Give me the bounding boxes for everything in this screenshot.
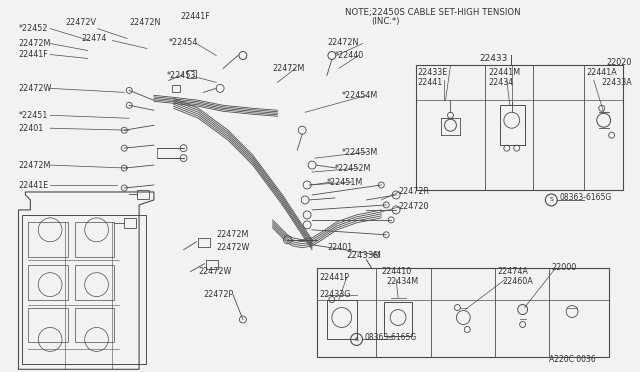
Text: S: S [355,337,358,342]
Text: *22453: *22453 [167,71,196,80]
Text: 22472W: 22472W [19,84,52,93]
Bar [327,299,356,339]
Text: 22472M: 22472M [216,230,248,239]
Text: 22441E: 22441E [19,180,49,189]
Text: 22474A: 22474A [497,267,528,276]
Text: *22451: *22451 [19,111,48,120]
Text: 08363-6165G: 08363-6165G [364,333,417,342]
Text: 22433E: 22433E [418,68,448,77]
Text: *22454M: *22454M [342,91,378,100]
Text: 22472V: 22472V [65,18,96,27]
Text: S: S [549,198,553,202]
Text: *22452M: *22452M [335,164,371,173]
Text: 22472M: 22472M [273,64,305,73]
Text: 22472W: 22472W [198,267,232,276]
Text: 22472R: 22472R [398,187,429,196]
Text: 22441: 22441 [418,78,443,87]
Text: A220C 0036: A220C 0036 [549,355,596,364]
Text: 22472N: 22472N [327,38,358,47]
Text: 22433M: 22433M [347,251,381,260]
Bar [22,215,146,364]
Text: 22460A: 22460A [503,277,534,286]
Bar [317,268,609,357]
Text: 22433G: 22433G [319,290,351,299]
Text: *22452: *22452 [19,24,48,33]
Bar [384,302,412,336]
Text: 22472M: 22472M [19,39,51,48]
Text: *22451M: *22451M [327,177,363,186]
Bar [28,308,68,342]
Text: NOTE;22450S CABLE SET-HIGH TENSION: NOTE;22450S CABLE SET-HIGH TENSION [345,8,520,17]
Text: 22434M: 22434M [386,277,419,286]
Bar [75,265,115,299]
Text: 22401: 22401 [19,124,44,133]
Text: 22433A: 22433A [602,78,632,87]
Text: 22401: 22401 [327,243,352,252]
Text: 22441P: 22441P [319,273,349,282]
Bar [28,265,68,299]
Bar [186,70,196,78]
Text: 22433: 22433 [479,54,508,63]
Text: 22000: 22000 [551,263,577,272]
Text: 22434: 22434 [488,78,513,87]
Bar [137,190,149,199]
Text: *22440: *22440 [335,51,364,60]
Bar [198,238,211,247]
Text: 22474: 22474 [82,34,107,43]
Bar [124,218,136,228]
Text: 224720: 224720 [398,202,429,211]
Text: 224410: 224410 [381,267,412,276]
Text: 22472P: 22472P [204,290,234,299]
Text: 22020: 22020 [607,58,632,67]
Text: 22441A: 22441A [586,68,617,77]
Text: 22441F: 22441F [19,50,48,59]
Text: (INC.*): (INC.*) [371,17,400,26]
Bar [206,260,218,269]
Text: 08363-6165G: 08363-6165G [559,193,611,202]
Text: *22453M: *22453M [342,148,378,157]
Text: *22454: *22454 [169,38,198,47]
Text: 22441M: 22441M [488,68,520,77]
Text: 22441F: 22441F [180,12,211,21]
Text: 22472M: 22472M [19,161,51,170]
Bar [172,86,180,92]
Text: 22472W: 22472W [216,243,250,252]
Bar [28,222,68,257]
Bar [75,222,115,257]
Text: 22472N: 22472N [129,18,161,27]
Bar [416,65,623,190]
Bar [500,105,525,145]
Bar [75,308,115,342]
